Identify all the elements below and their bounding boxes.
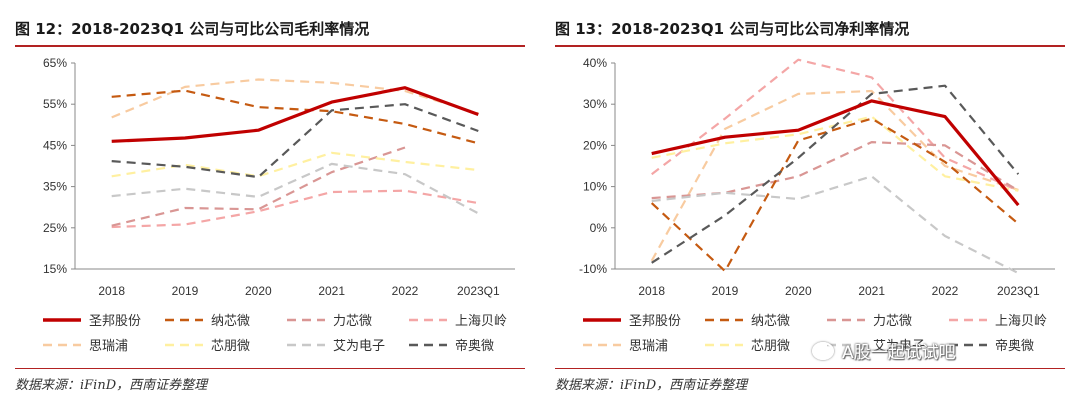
legend-label: 力芯微: [873, 314, 912, 329]
y-tick-label: 40%: [583, 56, 607, 70]
x-tick-label: 2021: [858, 284, 885, 298]
y-tick-label: 0%: [590, 221, 608, 235]
legend-label: 力芯微: [333, 314, 372, 329]
legend-label: 上海贝岭: [995, 314, 1047, 329]
title-rule: [15, 45, 525, 47]
legend-label: 上海贝岭: [455, 314, 507, 329]
series-line-2: [111, 89, 479, 145]
legend-label: 思瑞浦: [629, 339, 668, 354]
x-tick-label: 2020: [785, 284, 812, 298]
legend-label: 思瑞浦: [89, 339, 128, 354]
y-tick-label: 30%: [583, 97, 607, 111]
x-tick-label: 2022: [392, 284, 419, 298]
chart-title: 图 12：2018-2023Q1 公司与可比公司毛利率情况: [15, 20, 370, 38]
wechat-icon: [812, 342, 834, 360]
legend-label: 艾为电子: [873, 339, 925, 354]
x-tick-label: 2018: [98, 284, 125, 298]
legend-label: 纳芯微: [751, 314, 790, 329]
net-margin-chart: -10% 0% 10% 20% 30% 40% 2018 2019 2020 2021 2022 20…: [579, 56, 1055, 354]
legend-label: 芯朋微: [751, 339, 790, 354]
series-line-8: [651, 84, 1020, 264]
watermark-text: A股一起试试吧: [842, 343, 956, 363]
series-line-6: [111, 151, 479, 178]
x-tick-label: 2023Q1: [997, 284, 1040, 298]
y-tick-label: 15%: [43, 262, 67, 276]
y-tick-label: 65%: [43, 56, 67, 70]
series-line-7: [651, 175, 1019, 275]
watermark: A股一起试试吧: [812, 338, 956, 363]
legend-label: 帝奥微: [455, 338, 494, 354]
series-line-8: [111, 103, 479, 179]
series-line-1: [111, 86, 479, 143]
gross-margin-panel: 图 12：2018-2023Q1 公司与可比公司毛利率情况 15% 25% 35% 4…: [15, 0, 540, 401]
title-rule: [555, 45, 1065, 47]
series-line-5: [111, 78, 479, 119]
legend-label: 纳芯微: [211, 314, 250, 329]
y-tick-label: 55%: [43, 97, 67, 111]
legend-label: 圣邦股份: [89, 314, 141, 329]
legend-label: 帝奥微: [995, 338, 1034, 354]
x-tick-label: 2018: [638, 284, 665, 298]
series-line-1: [651, 99, 1020, 207]
gross-margin-chart: 15% 25% 35% 45% 55% 65% 2018 2019 2020 2021 2022 20…: [43, 56, 515, 354]
legend-label: 圣邦股份: [629, 314, 681, 329]
series-line-2: [650, 117, 1020, 273]
chart-source: 数据来源：iFinD，西南证券整理: [555, 378, 748, 393]
y-tick-label: 45%: [43, 138, 67, 152]
y-tick-label: 35%: [43, 180, 67, 194]
series-line-3: [651, 140, 1019, 200]
series-line-4: [111, 189, 479, 229]
series-line-7: [111, 162, 479, 215]
x-tick-label: 2020: [245, 284, 272, 298]
x-tick-label: 2019: [712, 284, 739, 298]
series-line-4: [651, 58, 1019, 192]
source-rule: [555, 368, 1065, 369]
chart-source: 数据来源：iFinD，西南证券整理: [15, 378, 208, 393]
source-rule: [15, 368, 525, 369]
series-line-5: [650, 89, 1019, 262]
y-tick-label: 10%: [583, 180, 607, 194]
chart-title: 图 13：2018-2023Q1 公司与可比公司净利率情况: [555, 20, 910, 38]
series-line-3: [111, 146, 406, 227]
x-tick-label: 2023Q1: [457, 284, 500, 298]
x-tick-label: 2019: [172, 284, 199, 298]
y-tick-label: -10%: [579, 262, 607, 276]
series-line-6: [651, 115, 1019, 192]
y-tick-label: 20%: [583, 138, 607, 152]
net-margin-panel: 图 13：2018-2023Q1 公司与可比公司净利率情况 -10% 0% 10% 2…: [555, 0, 1080, 401]
x-tick-label: 2022: [932, 284, 959, 298]
x-tick-label: 2021: [318, 284, 345, 298]
y-tick-label: 25%: [43, 221, 67, 235]
legend-label: 芯朋微: [211, 339, 250, 354]
legend-label: 艾为电子: [333, 339, 385, 354]
